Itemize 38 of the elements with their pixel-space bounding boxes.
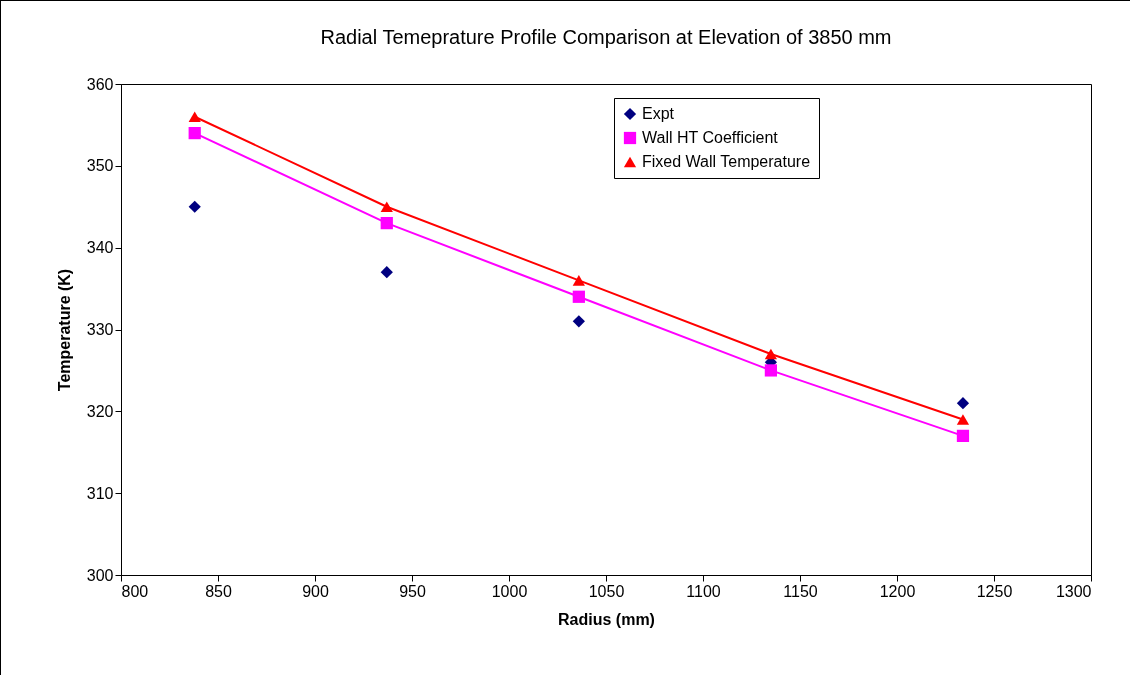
- y-tick-label: 350: [86, 157, 114, 175]
- point: [956, 397, 970, 410]
- y-tick-label: 310: [86, 484, 114, 502]
- x-tick-label: 1250: [976, 582, 1013, 600]
- y-tick-label: 300: [86, 566, 114, 584]
- x-tick-label: 1200: [879, 582, 916, 600]
- x-tick-label: 1000: [491, 582, 528, 600]
- x-tick-label: 850: [205, 582, 232, 600]
- x-tick-label: 1150: [783, 582, 818, 600]
- y-tick-label: 340: [86, 239, 114, 257]
- legend-label: Fixed Wall Temperature: [642, 153, 811, 170]
- x-tick-label: 1100: [686, 582, 721, 600]
- point: [188, 111, 201, 123]
- legend-label: Wall HT Coefficient: [642, 129, 779, 146]
- x-tick-label: 1050: [588, 582, 625, 600]
- chart-title: Radial Temeprature Profile Comparison at Elevation of 3850 mm: [320, 26, 892, 48]
- point: [956, 429, 970, 443]
- point: [956, 414, 970, 425]
- y-tick-label: 320: [86, 402, 114, 420]
- x-tick-label: 950: [399, 582, 426, 600]
- x-tick-label: 900: [302, 582, 329, 600]
- point: [572, 315, 585, 328]
- y-tick-label: 360: [86, 75, 114, 93]
- point: [764, 364, 778, 377]
- y-axis-title: Temperature (K): [55, 268, 73, 392]
- point: [764, 348, 778, 360]
- point: [380, 266, 393, 279]
- x-axis-title: Radius (mm): [558, 610, 655, 628]
- point: [572, 290, 585, 303]
- x-tick-label: 1300: [1055, 582, 1092, 600]
- y-tick-label: 330: [86, 321, 114, 338]
- point: [188, 126, 201, 140]
- point: [188, 200, 201, 213]
- point: [572, 275, 585, 286]
- x-tick-label: 800: [121, 582, 149, 600]
- point: [380, 201, 393, 213]
- legend-label: Expt: [642, 105, 675, 122]
- point: [380, 216, 393, 230]
